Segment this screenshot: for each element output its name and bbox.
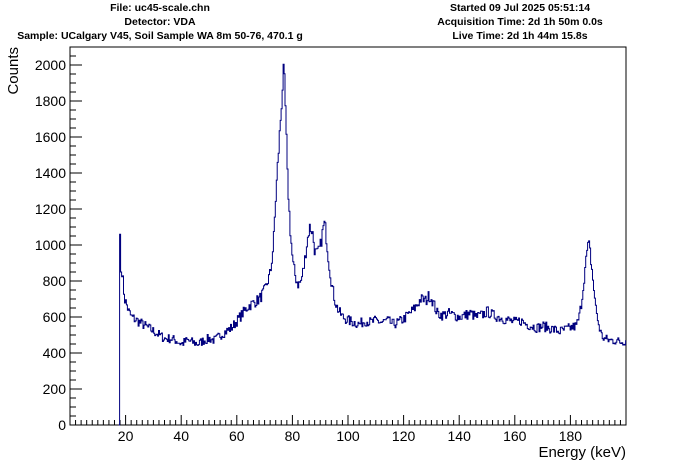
x-tick-label: 20 <box>118 428 134 444</box>
y-tick-label: 1000 <box>35 237 66 253</box>
detector-label: Detector: VDA <box>124 16 196 28</box>
plot-frame <box>69 46 627 426</box>
y-tick-label: 200 <box>43 381 67 397</box>
y-tick-label: 2000 <box>35 57 66 73</box>
x-tick-label: 100 <box>336 428 360 444</box>
y-tick-label: 1200 <box>35 201 66 217</box>
spectrum-line <box>118 63 627 426</box>
x-tick-label: 40 <box>173 428 189 444</box>
y-axis-title: Counts <box>5 47 22 95</box>
acquisition-time-label: Acquisition Time: 2d 1h 50m 0.0s <box>437 16 603 28</box>
started-label: Started 09 Jul 2025 05:51:14 <box>449 2 591 14</box>
x-axis-title: Energy (keV) <box>538 444 626 461</box>
y-tick-label: 400 <box>43 345 67 361</box>
file-label: File: uc45-scale.chn <box>110 2 210 14</box>
sample-label: Sample: UCalgary V45, Soil Sample WA 8m … <box>17 30 303 42</box>
y-tick-label: 800 <box>43 273 67 289</box>
x-tick-label: 120 <box>392 428 416 444</box>
y-tick-label: 0 <box>58 417 66 433</box>
x-tick-label: 160 <box>503 428 527 444</box>
x-axis: 20 40 60 80 100 120 140 160 180 <box>69 415 627 444</box>
y-tick-label: 1600 <box>35 129 66 145</box>
y-tick-label: 600 <box>43 309 67 325</box>
x-tick-label: 80 <box>285 428 301 444</box>
x-tick-label: 60 <box>229 428 245 444</box>
y-tick-label: 1400 <box>35 165 66 181</box>
x-tick-label: 180 <box>559 428 583 444</box>
y-tick-label: 1800 <box>35 93 66 109</box>
x-tick-label: 140 <box>448 428 472 444</box>
y-axis: 0 200 400 600 800 1000 1200 1400 1600 1800 2000 <box>35 46 82 433</box>
live-time-label: Live Time: 2d 1h 44m 15.8s <box>452 30 588 42</box>
